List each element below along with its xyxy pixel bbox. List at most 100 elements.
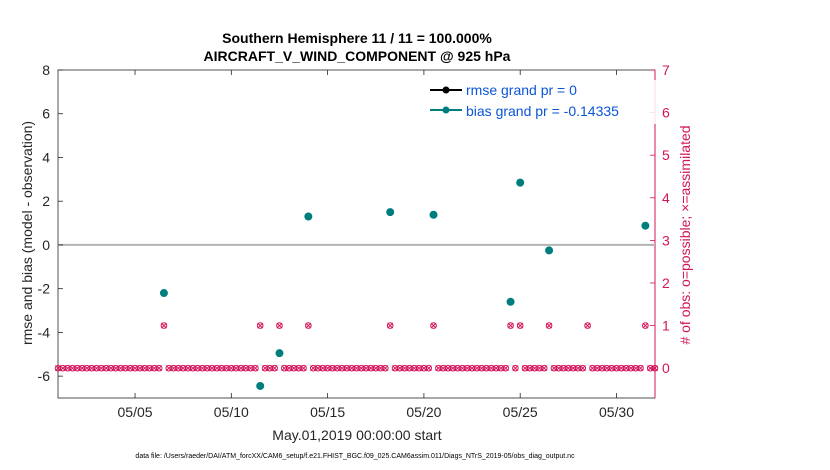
x-tick-label: 05/05: [118, 404, 153, 420]
obs-assimilated-marker: [406, 365, 413, 372]
obs-possible-marker: [420, 364, 428, 372]
obs-possible-marker: [112, 364, 120, 372]
obs-possible-marker: [324, 364, 331, 372]
obs-assimilated-marker: [305, 322, 312, 329]
obs-assimilated-marker: [165, 365, 172, 372]
obs-possible-marker: [622, 364, 630, 372]
obs-possible-marker: [488, 364, 495, 372]
obs-assimilated-marker: [473, 365, 480, 372]
legend-bias-label: bias grand pr = -0.14335: [466, 103, 619, 119]
obs-possible-marker: [300, 364, 307, 372]
obs-assimilated-marker: [141, 365, 148, 372]
obs-assimilated-marker: [83, 365, 90, 372]
obs-assimilated-marker: [343, 365, 350, 372]
obs-possible-marker: [338, 364, 346, 372]
obs-assimilated-marker: [136, 365, 143, 372]
obs-possible-marker: [569, 364, 577, 372]
obs-assimilated-marker: [185, 365, 191, 372]
obs-assimilated-marker: [526, 365, 533, 372]
obs-possible-marker: [545, 322, 553, 329]
obs-possible-marker: [232, 364, 240, 372]
x-tick-label: 05/10: [214, 404, 249, 420]
obs-assimilated-marker: [324, 365, 331, 372]
obs-assimilated-marker: [652, 365, 658, 372]
obs-assimilated-marker: [146, 365, 153, 372]
x-axis-label: May.01,2019 00:00:00 start: [272, 427, 442, 443]
bias-point: [641, 221, 650, 230]
obs-assimilated-marker: [575, 365, 581, 372]
obs-assimilated-marker: [367, 365, 374, 372]
obs-assimilated-marker: [478, 365, 485, 372]
obs-assimilated-marker: [411, 365, 418, 372]
obs-assimilated-marker: [560, 365, 567, 372]
legend-bias-marker: [442, 106, 450, 114]
obs-assimilated-marker: [281, 365, 288, 372]
obs-assimilated-marker: [555, 365, 562, 372]
obs-possible-marker: [78, 364, 86, 372]
obs-possible-marker: [223, 364, 230, 372]
legend: rmse grand pr = 0 bias grand pr = -0.143…: [424, 80, 656, 124]
obs-assimilated-marker: [271, 365, 278, 372]
obs-assimilated-marker: [262, 365, 268, 372]
bias-point: [506, 297, 515, 306]
plot-area: 05/05 05/10 05/15 05/20 05/25 05/30 -6 -4 -2 0 2 4 6…: [38, 62, 670, 420]
obs-possible-marker: [565, 364, 572, 372]
obs-assimilated-marker: [108, 365, 114, 372]
obs-possible-marker: [64, 364, 71, 372]
obs-assimilated-marker: [257, 322, 264, 329]
bias-point: [516, 178, 525, 187]
obs-assimilated-marker: [319, 365, 326, 372]
obs-assimilated-marker: [642, 322, 649, 329]
obs-possible-marker: [136, 364, 144, 372]
obs-possible-marker: [617, 364, 625, 372]
obs-possible-marker: [560, 364, 567, 372]
obs-assimilated-marker: [79, 365, 86, 372]
obs-assimilated-marker: [170, 365, 177, 372]
obs-possible-marker: [353, 364, 360, 372]
obs-assimilated-marker: [363, 365, 370, 372]
bias-point: [256, 381, 265, 390]
obs-assimilated-marker: [334, 365, 341, 372]
obs-possible-marker: [69, 364, 76, 372]
obs-possible-marker: [410, 364, 418, 372]
obs-possible-marker: [637, 364, 644, 372]
obs-possible-marker: [343, 364, 351, 372]
bias-point: [386, 208, 395, 217]
obs-possible-marker: [574, 364, 582, 372]
y-tick-label-right: 0: [662, 360, 670, 376]
footer-data-file: data file: /Users/raeder/DAI/ATM_forcXX/…: [135, 453, 575, 460]
obs-assimilated-marker: [237, 365, 244, 372]
obs-possible-marker: [593, 364, 601, 372]
obs-possible-marker: [213, 364, 221, 372]
obs-possible-marker: [333, 364, 341, 372]
obs-assimilated-marker: [295, 365, 302, 372]
obs-assimilated-marker: [536, 365, 543, 372]
obs-assimilated-marker: [522, 365, 528, 372]
obs-possible-marker: [584, 322, 591, 329]
bias-point: [159, 289, 168, 298]
obs-possible-marker: [603, 364, 611, 372]
obs-possible-marker: [208, 364, 216, 372]
obs-assimilated-marker: [445, 365, 451, 372]
obs-possible-marker: [550, 364, 558, 372]
obs-assimilated-marker: [594, 365, 601, 372]
obs-assimilated-marker: [618, 365, 625, 372]
obs-assimilated-marker: [329, 365, 336, 372]
obs-assimilated-marker: [416, 365, 423, 372]
obs-possible-marker: [184, 364, 192, 372]
obs-possible-marker: [540, 364, 548, 372]
obs-assimilated-marker: [464, 365, 471, 372]
obs-assimilated-marker: [358, 365, 365, 372]
obs-possible-marker: [598, 364, 606, 372]
obs-assimilated-marker: [493, 365, 500, 372]
obs-possible-marker: [107, 364, 115, 372]
obs-possible-marker: [463, 364, 471, 372]
y-tick-label-left: 0: [42, 237, 50, 253]
obs-assimilated-marker: [122, 365, 129, 372]
obs-possible-marker: [98, 364, 105, 372]
bias-point: [545, 246, 554, 255]
obs-assimilated-marker: [74, 365, 81, 372]
obs-assimilated-marker: [425, 365, 432, 372]
obs-possible-marker: [146, 364, 153, 372]
y-tick-label-left: 4: [42, 149, 50, 165]
